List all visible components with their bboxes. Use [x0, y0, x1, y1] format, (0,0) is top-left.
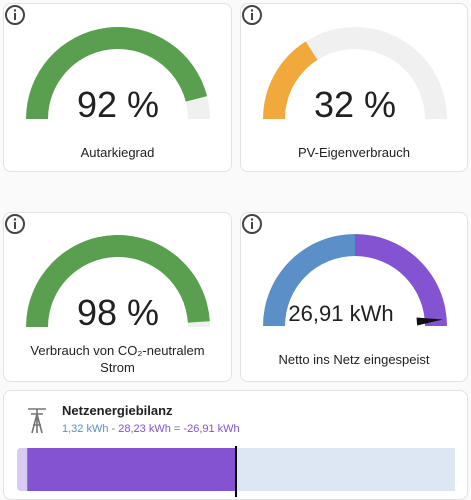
gauge: 32 %	[263, 27, 447, 125]
info-circle	[5, 214, 25, 234]
info-stem	[251, 13, 253, 20]
info-icon[interactable]	[4, 4, 26, 26]
info-circle	[242, 214, 262, 234]
gauge-label: PV-Eigenverbrauch	[297, 145, 410, 160]
gauge: 92 %	[26, 27, 210, 125]
gauge-needle	[416, 317, 443, 326]
gauge-label: Verbrauch von CO₂-neutralem Strom	[30, 343, 205, 375]
gauge-to-section	[355, 234, 447, 326]
bar-track-right	[236, 448, 455, 491]
info-stem	[14, 222, 16, 229]
info-icon[interactable]	[241, 213, 263, 235]
gauge-fill	[26, 234, 210, 327]
gauge-card[interactable]: Autarkiegrad 92 %	[3, 3, 232, 172]
from-grid: 1,32 kWh	[62, 423, 109, 435]
info-stem	[14, 13, 16, 20]
operator: =	[173, 423, 181, 435]
gauge-label: Autarkiegrad	[80, 145, 155, 160]
gauge-value: 26,91 kWh	[288, 301, 393, 326]
gauge-value: 32 %	[314, 84, 396, 125]
balance-formula: 1,32 kWh - 28,23 kWh = -26,91 kWh	[62, 423, 240, 435]
gauge-card[interactable]: Verbrauch von CO₂-neutralem Strom 98 %	[3, 212, 232, 382]
info-icon[interactable]	[4, 213, 26, 235]
to-grid: 28,23 kWh	[118, 423, 171, 435]
info-icon[interactable]	[241, 4, 263, 26]
gauge-value: 98 %	[77, 292, 159, 333]
info-circle	[5, 5, 25, 25]
info-stem	[251, 222, 253, 229]
gauge-from-section	[263, 234, 355, 326]
net: -26,91 kWh	[183, 423, 240, 435]
gauge-card[interactable]: PV-Eigenverbrauch 32 %	[240, 3, 468, 172]
operator: -	[111, 423, 116, 435]
info-dot	[250, 9, 254, 12]
info-dot	[13, 218, 17, 221]
info-dot	[13, 9, 17, 12]
info-dot	[250, 218, 254, 221]
tower-icon	[28, 408, 46, 434]
gauge-value: 92 %	[77, 84, 159, 125]
gauge-fill	[26, 27, 208, 120]
grid-gauge-card[interactable]: Netto ins Netz eingespeist 26,91 kWh	[240, 212, 468, 382]
balance-card[interactable]: Netzenergiebilanz 1,32 kWh - 28,23 kWh =…	[3, 390, 468, 500]
gauge-fill	[263, 41, 318, 119]
balance-title: Netzenergiebilanz	[62, 403, 173, 418]
gauge-label: Netto ins Netz eingespeist	[278, 352, 430, 367]
gauge: 98 %	[26, 234, 210, 333]
balance-bar	[17, 446, 455, 497]
info-circle	[242, 5, 262, 25]
bar-net	[27, 448, 236, 491]
grid-gauge: 26,91 kWh	[263, 234, 447, 326]
